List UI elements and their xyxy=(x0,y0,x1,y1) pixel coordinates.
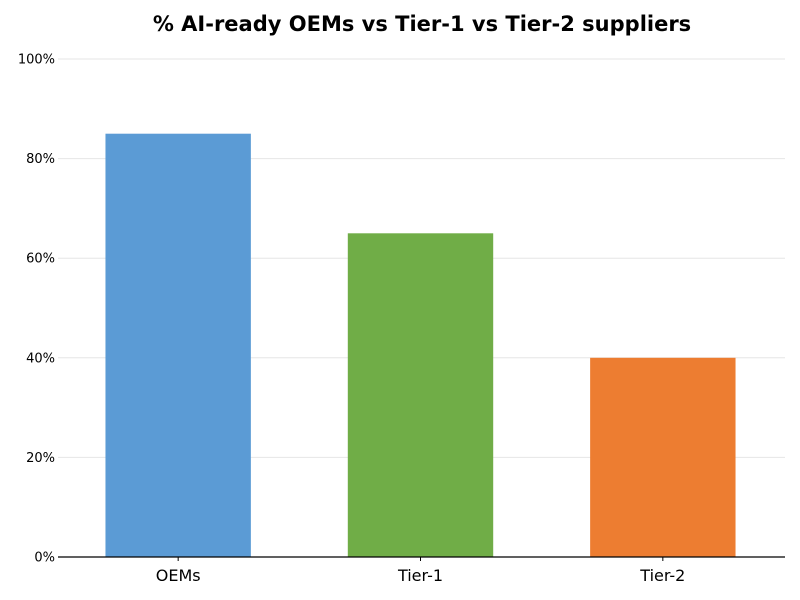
bar-tier-2 xyxy=(590,357,736,557)
x-axis: OEMs Tier-1 Tier-2 xyxy=(156,557,685,585)
y-tick-label: 80% xyxy=(26,152,55,167)
y-tick-label: 100% xyxy=(18,53,55,68)
x-tick-label: Tier-1 xyxy=(397,566,443,585)
y-axis: 0% 20% 40% 60% 80% 100% xyxy=(18,53,55,566)
y-tick-label: 40% xyxy=(26,351,55,366)
y-tick-label: 60% xyxy=(26,252,55,267)
bar-oems xyxy=(105,133,251,557)
y-tick-label: 0% xyxy=(34,551,55,566)
y-tick-label: 20% xyxy=(26,451,55,466)
chart-title: % AI-ready OEMs vs Tier-1 vs Tier-2 supp… xyxy=(153,12,691,36)
x-tick-label: OEMs xyxy=(156,566,201,585)
bar-tier-1 xyxy=(347,233,494,558)
bars xyxy=(105,133,736,558)
x-tick-label: Tier-2 xyxy=(639,566,685,585)
